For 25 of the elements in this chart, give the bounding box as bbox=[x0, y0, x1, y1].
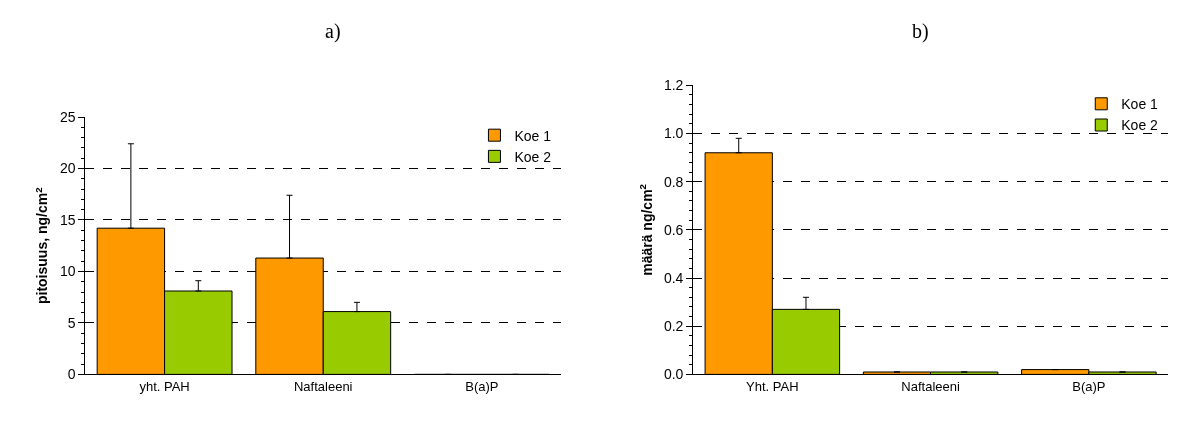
y-tick-label: 25 bbox=[59, 108, 76, 125]
y-tick-label: 1.2 bbox=[663, 77, 684, 94]
x-tick-label: B(a)P bbox=[1072, 379, 1106, 394]
x-tick-label: Naftaleeni bbox=[901, 379, 960, 394]
x-tick-label: Yht. PAH bbox=[746, 379, 799, 394]
y-tick-label: 0.4 bbox=[663, 269, 684, 286]
legend-label: Koe 1 bbox=[1121, 96, 1159, 113]
y-tick-label: 10 bbox=[59, 263, 76, 280]
x-tick-label: B(a)P bbox=[465, 379, 499, 394]
y-tick-label: 0.2 bbox=[663, 318, 684, 335]
y-tick-label: 0.6 bbox=[663, 221, 684, 238]
x-tick-label: yht. PAH bbox=[139, 379, 190, 394]
y-tick-label: 5 bbox=[67, 314, 76, 331]
y-tick-label: 0 bbox=[67, 366, 76, 383]
y-tick-label: 15 bbox=[59, 211, 76, 228]
legend-label: Koe 2 bbox=[1121, 117, 1159, 134]
chart-title: b) bbox=[912, 20, 929, 43]
y-tick-label: 0.0 bbox=[663, 366, 684, 383]
chart-title: a) bbox=[325, 20, 341, 43]
y-tick-label: 20 bbox=[59, 160, 76, 177]
legend-label: Koe 2 bbox=[514, 148, 552, 165]
y-tick-label: 0.8 bbox=[663, 173, 684, 190]
legend-label: Koe 1 bbox=[514, 127, 552, 144]
y-tick-label: 1.0 bbox=[663, 125, 684, 142]
x-tick-label: Naftaleeni bbox=[293, 379, 353, 394]
